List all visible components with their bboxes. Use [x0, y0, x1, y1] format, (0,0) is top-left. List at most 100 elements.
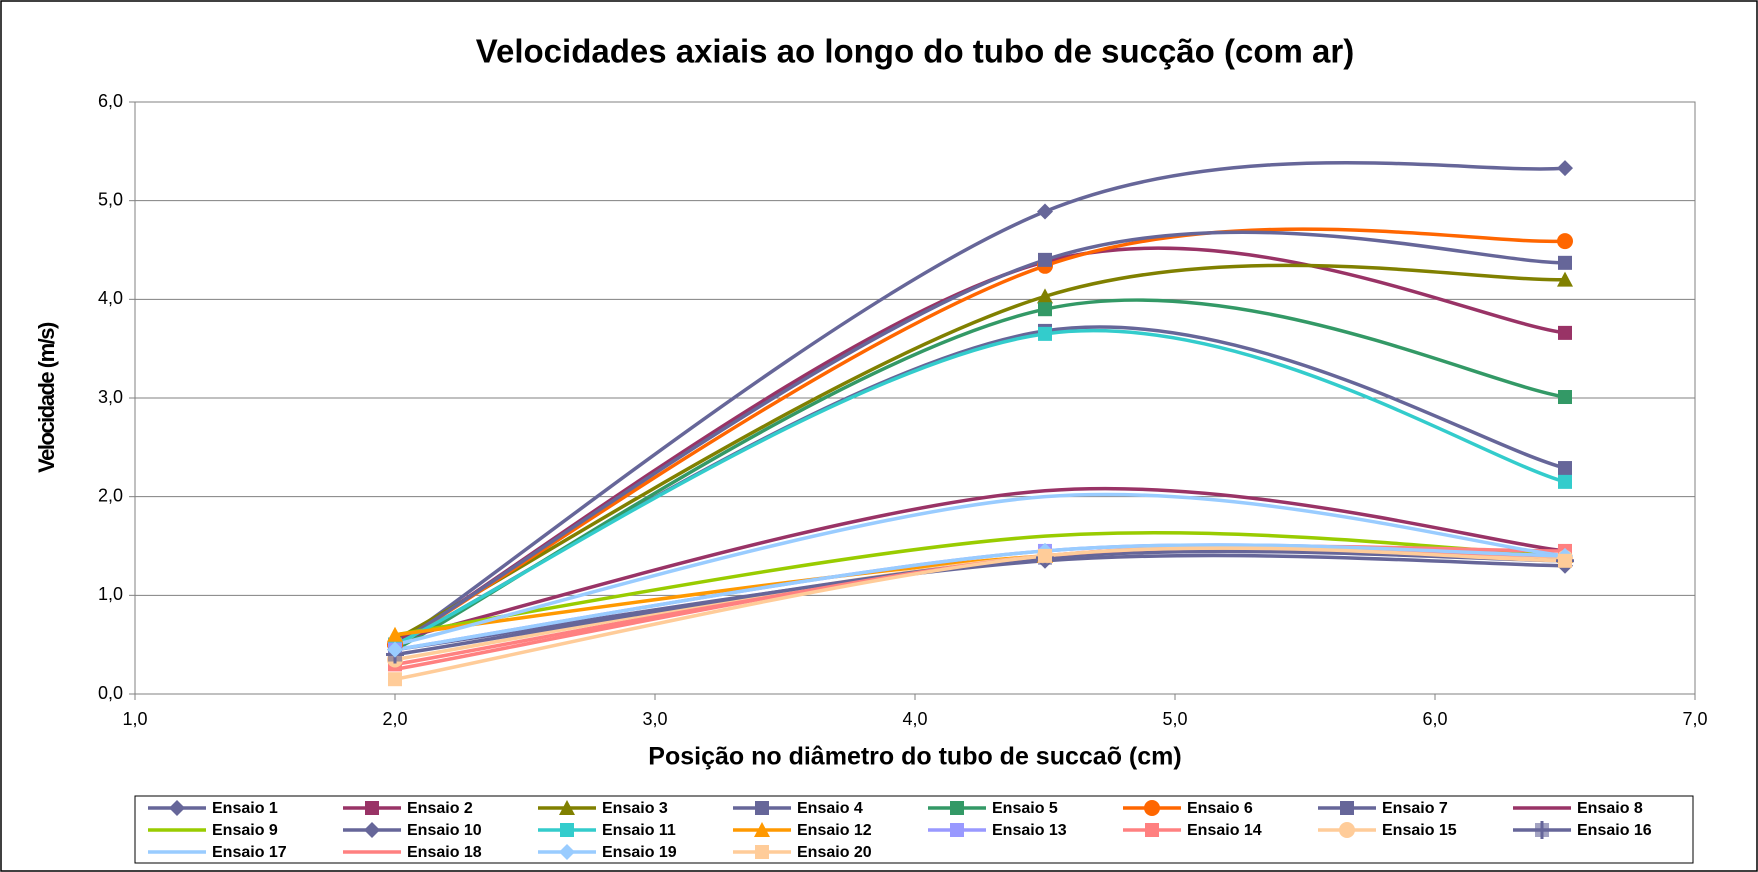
legend-label: Ensaio 5 — [992, 800, 1058, 817]
series-line — [394, 230, 1566, 647]
data-point — [1037, 203, 1053, 220]
series-line — [394, 531, 1566, 637]
legend-marker — [950, 801, 964, 815]
legend-label: Ensaio 6 — [1187, 800, 1253, 817]
series-line — [394, 227, 1566, 647]
legend-label: Ensaio 16 — [1577, 822, 1652, 839]
data-point — [1038, 548, 1052, 563]
legend-label: Ensaio 9 — [212, 822, 278, 839]
x-axis-title: Posição no diâmetro do tubo de succaõ (c… — [648, 743, 1181, 771]
legend-item: Ensaio 17 — [148, 844, 287, 861]
legend-item: Ensaio 18 — [343, 844, 482, 861]
data-point — [1557, 271, 1573, 287]
legend-label: Ensaio 18 — [407, 844, 482, 861]
legend-item: Ensaio 4 — [733, 800, 863, 817]
legend-label: Ensaio 14 — [1187, 822, 1262, 839]
y-tick-label: 0,0 — [98, 683, 123, 703]
series-line — [394, 328, 1566, 647]
x-tick-label: 7,0 — [1682, 709, 1707, 729]
legend-item: Ensaio 14 — [1123, 822, 1262, 839]
series-line — [394, 546, 1566, 681]
legend-marker — [169, 800, 185, 816]
legend-item: Ensaio 7 — [1318, 800, 1448, 817]
y-tick-label: 2,0 — [98, 485, 123, 505]
data-point — [1038, 252, 1052, 267]
series-line — [394, 492, 1566, 647]
legend-marker — [559, 800, 575, 815]
legend: Ensaio 1 Ensaio 2 Ensaio 3 Ensaio 4 Ensaio 5… — [134, 795, 1694, 864]
data-point — [1558, 255, 1572, 270]
legend-marker — [1144, 800, 1160, 816]
y-axis-title: Velocidade (m/s) — [34, 322, 59, 473]
legend-marker — [755, 845, 769, 859]
legend-label: Ensaio 3 — [602, 800, 668, 817]
legend-marker — [755, 801, 769, 815]
series-line — [394, 486, 1566, 642]
y-tick-label: 4,0 — [98, 288, 123, 308]
legend-marker — [1145, 823, 1159, 837]
x-tick-label: 1,0 — [122, 709, 147, 729]
data-point — [387, 626, 403, 642]
y-tick-label: 5,0 — [98, 189, 123, 209]
data-point — [387, 641, 403, 658]
legend-label: Ensaio 4 — [797, 800, 863, 817]
data-point — [1558, 553, 1572, 568]
legend-label: Ensaio 12 — [797, 822, 872, 839]
series-line — [394, 553, 1566, 652]
legend-item: Ensaio 6 — [1123, 800, 1253, 817]
series-line — [394, 263, 1566, 642]
legend-item: Ensaio 5 — [928, 800, 1058, 817]
legend-item: Ensaio 8 — [1513, 800, 1643, 817]
x-tick-label: 5,0 — [1162, 709, 1187, 729]
legend-label: Ensaio 10 — [407, 822, 482, 839]
legend-marker — [1340, 801, 1354, 815]
legend-item: Ensaio 10 — [343, 822, 482, 839]
legend-label: Ensaio 8 — [1577, 800, 1643, 817]
legend-item: Ensaio 16 — [1513, 821, 1652, 839]
series-line — [394, 543, 1566, 652]
x-tick-label: 2,0 — [382, 709, 407, 729]
data-point — [1558, 325, 1572, 340]
marker-plus — [1533, 821, 1551, 839]
data-point — [1558, 390, 1572, 405]
legend-label: Ensaio 20 — [797, 844, 872, 861]
legend-marker — [365, 801, 379, 815]
legend-item: Ensaio 3 — [538, 800, 668, 817]
legend-marker — [1533, 821, 1551, 839]
x-tick-label: 6,0 — [1422, 709, 1447, 729]
data-point — [388, 672, 402, 687]
x-tick-label: 3,0 — [642, 709, 667, 729]
legend-item: Ensaio 12 — [733, 822, 872, 839]
legend-label: Ensaio 1 — [212, 800, 278, 817]
legend-item: Ensaio 11 — [538, 822, 676, 839]
legend-label: Ensaio 11 — [602, 822, 676, 839]
legend-marker — [364, 822, 380, 838]
legend-item: Ensaio 2 — [343, 800, 473, 817]
legend-item: Ensaio 19 — [538, 844, 677, 861]
data-point — [1558, 461, 1572, 476]
legend-item: Ensaio 1 — [148, 800, 278, 817]
legend-label: Ensaio 13 — [992, 822, 1067, 839]
legend-item: Ensaio 13 — [928, 822, 1067, 839]
y-tick-label: 6,0 — [98, 91, 123, 111]
legend-label: Ensaio 19 — [602, 844, 677, 861]
data-point — [1038, 302, 1052, 317]
legend-marker — [560, 823, 574, 837]
series-line — [394, 160, 1566, 647]
y-tick-label: 1,0 — [98, 584, 123, 604]
data-point — [1038, 326, 1052, 341]
y-tick-label: 3,0 — [98, 387, 123, 407]
legend-item: Ensaio 20 — [733, 844, 872, 861]
chart-title: Velocidades axiais ao longo do tubo de s… — [476, 33, 1354, 70]
data-point — [1557, 233, 1573, 250]
legend-label: Ensaio 17 — [212, 844, 287, 861]
legend-marker — [754, 822, 770, 837]
legend-item: Ensaio 15 — [1318, 822, 1457, 839]
legend-marker — [950, 823, 964, 837]
legend-label: Ensaio 2 — [407, 800, 473, 817]
data-point — [1037, 288, 1053, 304]
data-point — [1557, 160, 1573, 177]
x-tick-label: 4,0 — [902, 709, 927, 729]
legend-label: Ensaio 7 — [1382, 800, 1448, 817]
